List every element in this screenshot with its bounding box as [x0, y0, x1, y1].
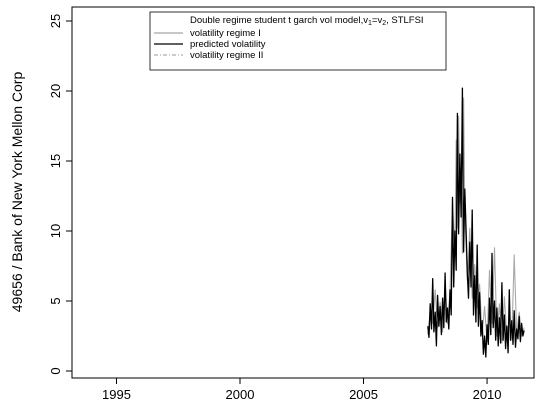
x-tick-label: 1995: [102, 387, 131, 402]
legend-header-sub2: 2: [382, 20, 386, 27]
legend-header-tail: , STLFSI: [386, 15, 423, 26]
x-tick-label: 2010: [473, 387, 502, 402]
legend-label-regime-1: volatility regime I: [190, 28, 261, 39]
y-tick-label: 15: [48, 154, 63, 168]
legend-box: [149, 11, 447, 71]
legend-header-main: Double regime student t garch vol model,: [190, 15, 363, 26]
y-tick-label: 10: [48, 224, 63, 238]
x-axis: 1995 2000 2005 2010: [102, 377, 502, 402]
legend-header-nu2: v: [377, 15, 382, 26]
y-tick-label: 25: [48, 14, 63, 28]
predicted-volatility-line: [427, 87, 525, 358]
legend-header-sub1: 1: [368, 20, 372, 27]
y-axis-title: 49656 / Bank of New York Mellon Corp: [9, 72, 25, 313]
x-tick-label: 2005: [349, 387, 378, 402]
x-tick-label: 2000: [226, 387, 255, 402]
y-axis: 0 5 10 15 20 25: [48, 14, 73, 375]
y-tick-label: 0: [48, 367, 63, 374]
y-tick-label: 20: [48, 84, 63, 98]
legend-header: Double regime student t garch vol model,…: [190, 15, 424, 27]
y-tick-label: 5: [48, 297, 63, 304]
legend-header-eq: =: [372, 15, 378, 26]
series-layer: [427, 87, 525, 358]
legend-header-nu1: v: [363, 15, 368, 26]
legend-label-predicted: predicted volatility: [190, 39, 266, 50]
legend: Double regime student t garch vol model,…: [149, 11, 447, 71]
legend-label-regime-2: volatility regime II: [190, 50, 263, 61]
